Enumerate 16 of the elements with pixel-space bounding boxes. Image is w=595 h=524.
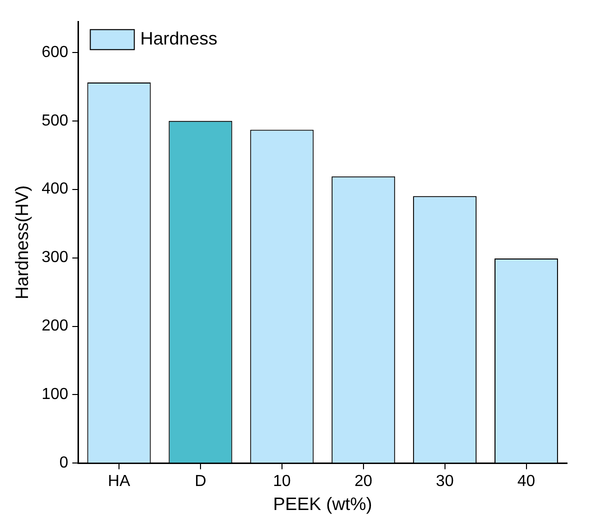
- y-tick-label: 300: [42, 249, 68, 266]
- y-tick-label: 600: [42, 44, 68, 61]
- x-tick-label: 40: [517, 473, 536, 490]
- y-tick-label: 400: [42, 180, 68, 198]
- y-tick-label: 200: [42, 318, 68, 335]
- legend-label: Hardness: [140, 28, 218, 49]
- x-tick-label: 10: [273, 473, 291, 490]
- y-tick-label: 0: [59, 454, 68, 472]
- y-tick-label: 100: [42, 386, 68, 404]
- x-axis-title: PEEK (wt%): [273, 494, 372, 514]
- x-tick-label: 30: [436, 473, 454, 490]
- x-tick-label: HA: [108, 473, 130, 490]
- x-tick-label: 20: [354, 473, 372, 490]
- x-tick-label: D: [194, 473, 206, 490]
- y-axis-title: Hardness(HV): [12, 185, 32, 300]
- y-tick-label: 500: [42, 112, 68, 130]
